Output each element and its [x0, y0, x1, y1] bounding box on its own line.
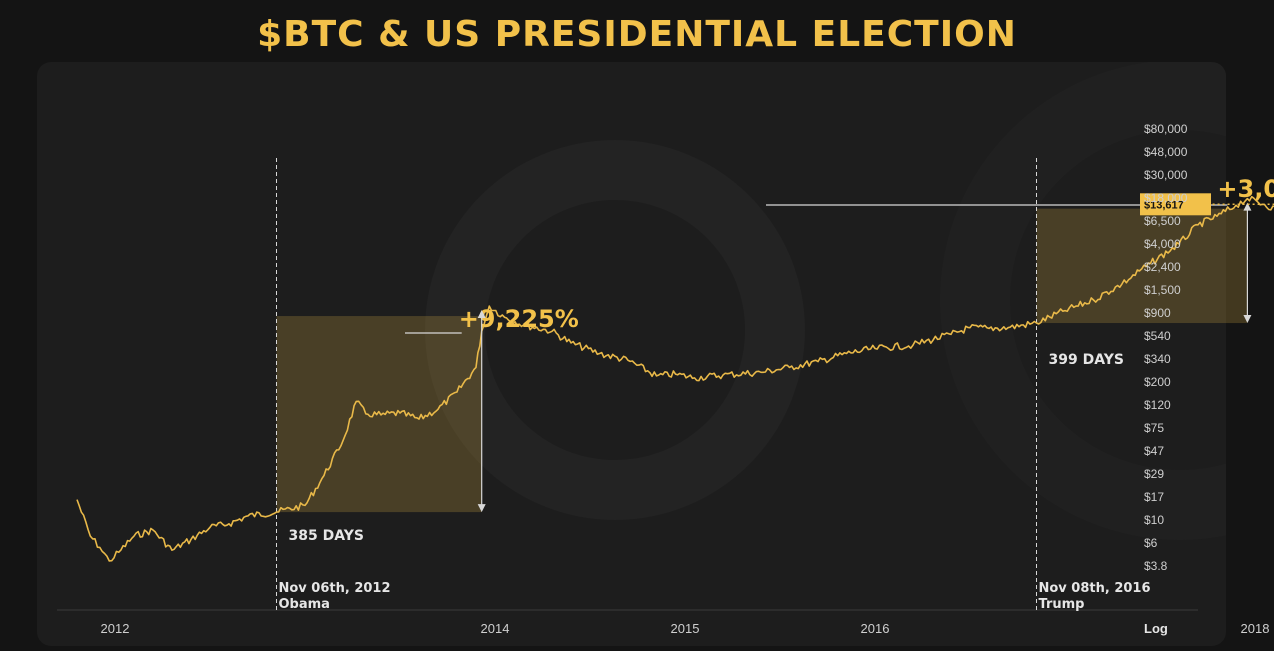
y-tick-label: $6,500	[1144, 214, 1181, 228]
y-tick-label: $75	[1144, 421, 1164, 435]
y-tick-label: $80,000	[1144, 122, 1188, 136]
arrow-head-up-icon	[1243, 202, 1252, 211]
x-tick-label: 2018	[1241, 621, 1270, 636]
current-price-badge	[1140, 193, 1211, 216]
gain-percentage-label: +9,225%	[459, 305, 579, 333]
duration-days-label: 385 DAYS	[289, 528, 364, 544]
y-tick-label: $4,000	[1144, 237, 1181, 251]
election-date-label: Nov 06th, 2012	[279, 581, 391, 596]
cycle-highlight-box-1	[276, 316, 482, 513]
arrow-head-down-icon	[1243, 315, 1252, 324]
x-tick-label: 2015	[671, 621, 700, 636]
y-tick-label: $1,500	[1144, 283, 1181, 297]
y-tick-label: $340	[1144, 352, 1171, 366]
duration-days-label: 399 DAYS	[1049, 352, 1124, 368]
current-price-label: $13,617	[1144, 199, 1184, 211]
y-tick-label: $6	[1144, 536, 1158, 550]
y-tick-label: $29	[1144, 467, 1164, 481]
y-tick-label: $18,000	[1144, 191, 1188, 205]
chart-title: $BTC & US PRESIDENTIAL ELECTION	[257, 14, 1017, 55]
arrow-head-up-icon	[477, 310, 486, 319]
x-tick-label: 2012	[101, 621, 130, 636]
election-winner-label: Obama	[279, 597, 330, 612]
background-logo-watermark	[425, 62, 1226, 540]
y-tick-label: $47	[1144, 444, 1164, 458]
y-tick-label: $2,400	[1144, 260, 1181, 274]
y-tick-label: $900	[1144, 306, 1171, 320]
y-tick-label: $48,000	[1144, 145, 1188, 159]
arrow-head-down-icon	[477, 504, 486, 513]
y-tick-label: $17	[1144, 490, 1164, 504]
election-date-label: Nov 08th, 2016	[1039, 581, 1151, 596]
y-tick-label: $200	[1144, 375, 1171, 389]
election-winner-label: Trump	[1039, 597, 1085, 612]
log-scale-label: Log	[1144, 621, 1168, 636]
gain-percentage-label: +3,045%	[1217, 175, 1274, 203]
y-tick-label: $3.8	[1144, 559, 1168, 573]
cycle-highlight-box-2	[1036, 208, 1248, 324]
btc-price-line	[76, 195, 1274, 562]
y-tick-label: $30,000	[1144, 168, 1188, 182]
y-tick-label: $120	[1144, 398, 1171, 412]
y-tick-label: $540	[1144, 329, 1171, 343]
x-tick-label: 2016	[861, 621, 890, 636]
y-tick-label: $10	[1144, 513, 1164, 527]
x-tick-label: 2014	[481, 621, 510, 636]
